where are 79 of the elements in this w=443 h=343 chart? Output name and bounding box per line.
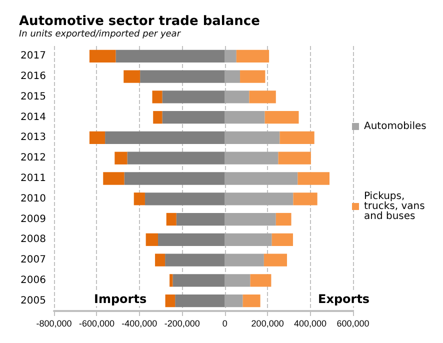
bar <box>264 111 299 124</box>
bar <box>276 212 292 226</box>
bar <box>224 192 294 206</box>
y-tick-label: 2006 <box>20 274 46 286</box>
y-tick-label: 2013 <box>20 132 46 144</box>
bar <box>249 90 276 104</box>
bar <box>124 70 140 83</box>
bar <box>224 294 243 308</box>
bar <box>162 111 225 124</box>
x-tick-label: -800,000 <box>36 318 72 328</box>
bar <box>278 152 311 164</box>
chart-subtitle: In units exported/imported per year <box>19 30 182 40</box>
y-tick-label: 2016 <box>20 71 46 82</box>
annotation: Imports <box>94 292 147 306</box>
bar <box>224 254 264 266</box>
y-tick-label: 2011 <box>20 173 46 184</box>
annotation: Exports <box>318 292 370 306</box>
bar <box>224 274 250 287</box>
bar <box>224 212 276 226</box>
x-tick-label: -200,000 <box>164 318 200 328</box>
bar <box>236 50 270 63</box>
y-tick-label: 2015 <box>20 91 46 102</box>
bar <box>153 111 162 124</box>
y-tick-label: 2014 <box>20 112 46 123</box>
bar <box>134 192 145 206</box>
bar <box>172 274 225 287</box>
legend-label: Pickups, trucks, vans and buses <box>364 191 428 222</box>
bar <box>240 70 266 83</box>
y-tick-label: 2017 <box>20 50 46 62</box>
bar <box>224 70 240 83</box>
bar <box>155 254 166 266</box>
x-tick-label: 200,000 <box>251 318 284 328</box>
y-tick-label: 2012 <box>20 152 46 164</box>
bar <box>116 50 225 63</box>
bar <box>103 172 124 185</box>
bar <box>224 50 236 63</box>
bar <box>140 70 225 83</box>
bar <box>89 50 116 63</box>
bar <box>165 294 176 308</box>
x-tick-label: 0 <box>222 318 228 328</box>
bar <box>280 131 314 144</box>
x-tick-label: 400,000 <box>294 318 327 328</box>
x-tick-label: -600,000 <box>78 318 114 328</box>
bar <box>105 131 225 144</box>
bar <box>272 233 293 246</box>
y-tick-label: 2005 <box>20 295 46 306</box>
bar <box>170 274 173 287</box>
bar <box>144 192 225 206</box>
bar <box>293 192 318 206</box>
bar <box>162 90 225 104</box>
bar <box>158 233 225 246</box>
legend-label: Automobiles <box>364 121 426 132</box>
bar <box>224 131 280 144</box>
bar <box>127 152 225 164</box>
chart-title: Automotive sector trade balance <box>19 14 260 29</box>
bar <box>224 233 272 246</box>
y-tick-label: 2008 <box>20 234 46 246</box>
bar <box>250 274 272 287</box>
y-tick-label: 2007 <box>20 254 46 266</box>
bar <box>242 294 260 308</box>
y-tick-label: 2010 <box>20 193 46 204</box>
bar <box>124 172 225 185</box>
bar <box>298 172 330 185</box>
bar <box>176 212 225 226</box>
bar <box>224 152 278 164</box>
bar <box>166 212 176 226</box>
x-tick-label: -400,000 <box>122 318 158 328</box>
bar <box>152 90 162 104</box>
bar <box>264 254 288 266</box>
x-tick-label: 600,000 <box>336 318 370 328</box>
bar <box>224 172 298 185</box>
bar <box>114 152 128 164</box>
y-tick-label: 2009 <box>20 214 46 225</box>
bar <box>146 233 158 246</box>
bar <box>175 294 225 308</box>
bar <box>224 90 250 104</box>
bar <box>89 131 106 144</box>
bar <box>165 254 225 266</box>
bar <box>224 111 265 124</box>
